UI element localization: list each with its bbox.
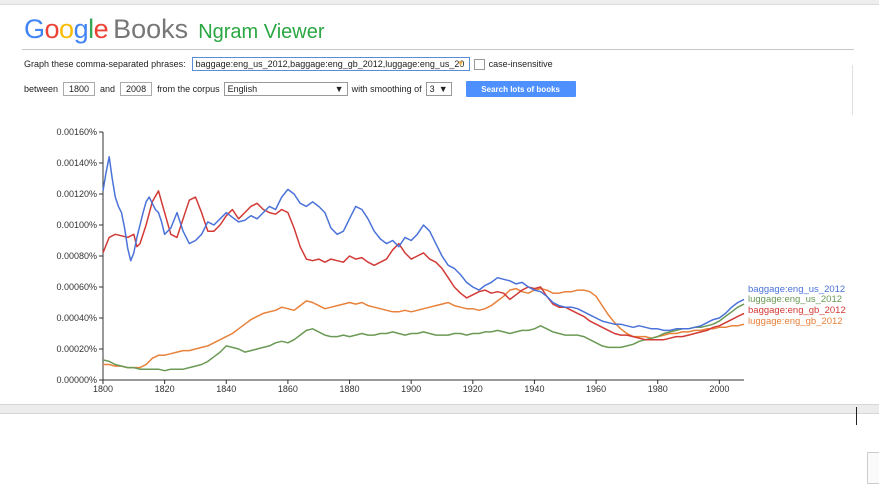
ngram-chart: 0.00000% 0.00020% 0.00040% 0.00060% 0.00080%… <box>56 127 846 394</box>
options-row: between 1800 and 2008 from the corpus En… <box>24 81 576 97</box>
x-tick-label: 1820 <box>155 384 175 394</box>
header-divider <box>22 49 854 50</box>
logo-letter: G <box>24 14 45 44</box>
series-line <box>103 287 745 369</box>
x-tick-label: 1880 <box>340 384 360 394</box>
corpus-value: English <box>227 84 258 94</box>
google-books-logo[interactable]: Google Books Ngram Viewer <box>24 14 325 48</box>
scrollbar-track[interactable] <box>0 404 879 414</box>
app-title: Ngram Viewer <box>198 21 325 43</box>
phrases-input-value: baggage:eng_us_2012,baggage:eng_gb_2012,… <box>195 59 465 69</box>
x-tick-label: 1960 <box>586 384 606 394</box>
series-label: baggage:eng_us_2012 <box>748 284 845 295</box>
x-tick-label: 1840 <box>216 384 236 394</box>
top-bar <box>0 0 879 5</box>
logo-letter: o <box>59 14 74 44</box>
books-wordmark: Books <box>113 14 189 44</box>
y-tick-label: 0.00160% <box>56 127 97 137</box>
chevron-down-icon: ▼ <box>438 84 448 94</box>
case-insensitive-checkbox[interactable] <box>473 58 485 70</box>
series-line <box>102 190 745 341</box>
end-year-value: 2008 <box>126 84 147 94</box>
google-wordmark: Google <box>24 14 109 45</box>
series-label: luggage:eng_us_2012 <box>748 294 842 305</box>
side-panel-tab[interactable] <box>867 452 879 484</box>
corpus-select[interactable]: English ▼ <box>223 82 348 96</box>
corpus-label: from the corpus <box>157 84 220 94</box>
start-year-input[interactable]: 1800 <box>63 82 96 96</box>
y-tick-label: 0.00020% <box>56 344 97 354</box>
start-year-value: 1800 <box>69 84 90 94</box>
logo-letter: o <box>44 14 60 44</box>
x-tick-label: 1860 <box>278 384 298 394</box>
series-label: baggage:eng_gb_2012 <box>748 305 846 316</box>
y-tick-label: 0.00120% <box>56 189 97 199</box>
logo-letter: e <box>93 14 109 44</box>
y-tick-label: 0.00100% <box>56 220 97 230</box>
end-year-input[interactable]: 2008 <box>120 82 153 96</box>
smoothing-value: 3 <box>429 84 435 94</box>
and-label: and <box>100 84 116 94</box>
phrases-label: Graph these comma-separated phrases: <box>24 59 186 69</box>
logo-letter: g <box>73 14 89 44</box>
panel-edge <box>852 65 853 115</box>
logo-letter: l <box>88 14 94 44</box>
series-line <box>102 303 745 372</box>
x-tick-label: 1800 <box>93 384 113 394</box>
series-label: luggage:eng_gb_2012 <box>748 316 843 327</box>
phrases-row: Graph these comma-separated phrases: bag… <box>24 56 553 72</box>
x-tick-label: 1940 <box>524 384 544 394</box>
y-tick-label: 0.00060% <box>56 282 97 292</box>
y-tick-label: 0.00140% <box>56 158 97 168</box>
smoothing-label: with smoothing of <box>351 84 422 94</box>
x-tick-label: 2000 <box>709 384 729 394</box>
smoothing-select[interactable]: 3 ▼ <box>425 82 452 96</box>
text-cursor <box>856 407 857 425</box>
series-line <box>102 156 745 332</box>
input-dropdown-icon[interactable]: ▼ <box>456 59 465 68</box>
search-button[interactable]: Search lots of books <box>465 81 576 97</box>
x-tick-label: 1920 <box>463 384 483 394</box>
y-tick-label: 0.00040% <box>56 313 97 323</box>
x-tick-label: 1900 <box>401 384 421 394</box>
between-label: between <box>24 84 59 94</box>
y-tick-label: 0.00000% <box>56 375 97 385</box>
x-tick-label: 1980 <box>648 384 668 394</box>
y-tick-label: 0.00080% <box>56 251 97 261</box>
chevron-down-icon: ▼ <box>334 84 344 94</box>
phrases-input[interactable]: baggage:eng_us_2012,baggage:eng_gb_2012,… <box>191 57 470 71</box>
case-insensitive-label: case-insensitive <box>488 59 553 69</box>
